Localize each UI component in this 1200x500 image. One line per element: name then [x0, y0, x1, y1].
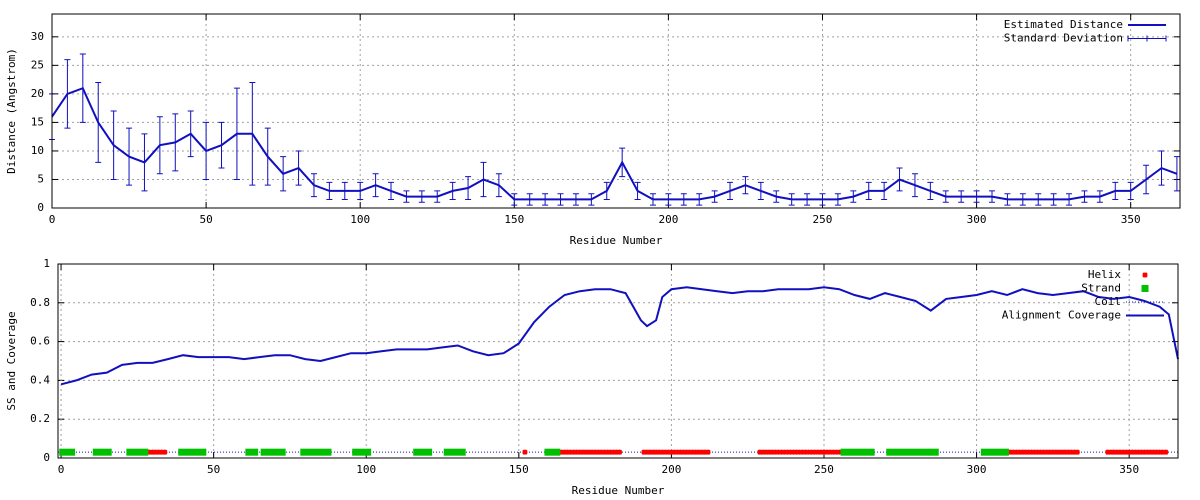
error-bar [1173, 156, 1180, 192]
x-tick-label: 200 [661, 463, 681, 476]
x-axis-title: Residue Number [570, 234, 663, 247]
strand-segment [260, 448, 286, 456]
x-tick-label: 250 [814, 463, 834, 476]
strand-segment [178, 448, 207, 456]
x-tick-label: 250 [813, 213, 833, 226]
strand-segment [245, 448, 259, 456]
strand-segment [413, 448, 433, 456]
x-tick-label: 300 [967, 213, 987, 226]
strand-segment [92, 448, 112, 456]
x-tick-label: 50 [199, 213, 212, 226]
x-tick-label: 50 [207, 463, 220, 476]
x-tick-label: 350 [1121, 213, 1141, 226]
data-line [51, 86, 1178, 201]
legend-swatch [1142, 272, 1148, 278]
y-tick-label: 5 [37, 172, 44, 185]
legend-label: Strand [1081, 282, 1121, 295]
x-tick-label: 300 [967, 463, 987, 476]
data-line [60, 286, 1179, 386]
legend-swatch [1127, 35, 1167, 42]
y-axis-title: SS and Coverage [5, 311, 18, 410]
x-tick-label: 200 [658, 213, 678, 226]
y-tick-label: 0.6 [30, 335, 50, 348]
y-tick-label: 0.2 [30, 412, 50, 425]
y-tick-label: 25 [31, 58, 44, 71]
helix-segment [558, 449, 623, 455]
y-tick-label: 10 [31, 144, 44, 157]
x-tick-label: 350 [1119, 463, 1139, 476]
legend-label: Helix [1088, 268, 1121, 281]
x-tick-label: 150 [504, 213, 524, 226]
strand-segment [840, 448, 875, 456]
helix-segment [757, 449, 842, 455]
helix-segment [146, 449, 168, 455]
y-tick-label: 1 [43, 257, 50, 270]
strand-segment [980, 448, 1009, 456]
x-tick-label: 0 [58, 463, 65, 476]
strand-segment [886, 448, 930, 456]
helix-segment [641, 449, 711, 455]
plot-frame [57, 263, 1179, 459]
strand-segment [300, 448, 332, 456]
y-tick-label: 0 [43, 451, 50, 464]
y-tick-label: 0 [37, 201, 44, 214]
strand-segment [59, 448, 76, 456]
legend-label: Alignment Coverage [1002, 309, 1121, 322]
x-tick-label: 0 [49, 213, 56, 226]
x-axis-title: Residue Number [572, 484, 665, 497]
y-tick-label: 0.4 [30, 373, 50, 386]
y-axis-title: Distance (Angstrom) [5, 48, 18, 174]
helix-segment [1001, 449, 1080, 455]
strand-segment [126, 448, 149, 456]
legend-label: Estimated Distance [1004, 18, 1123, 31]
strand-segment [352, 448, 372, 456]
x-tick-label: 100 [356, 463, 376, 476]
legend-swatch [1141, 285, 1149, 292]
y-tick-label: 15 [31, 115, 44, 128]
legend-label: Standard Deviation [1004, 32, 1123, 45]
helix-segment [1105, 449, 1169, 455]
strand-segment [544, 448, 561, 456]
y-tick-label: 20 [31, 87, 44, 100]
y-tick-label: 30 [31, 30, 44, 43]
x-tick-label: 100 [350, 213, 370, 226]
y-tick-label: 0.8 [30, 296, 50, 309]
legend-label: Coil [1095, 295, 1122, 308]
strand-segment [928, 448, 939, 456]
x-tick-label: 150 [509, 463, 529, 476]
strand-segment [443, 448, 466, 456]
helix-segment [522, 449, 528, 455]
plot-frame [51, 13, 1181, 209]
